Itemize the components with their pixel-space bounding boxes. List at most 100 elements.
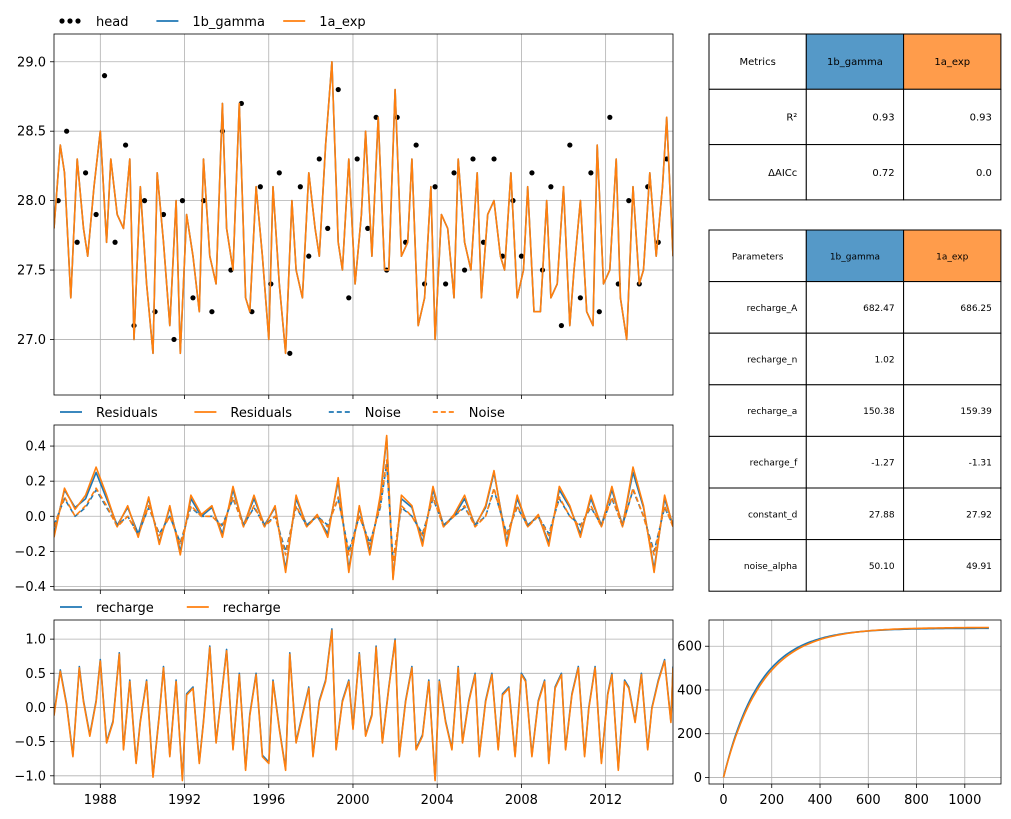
step-response-panel: 0 200 400 600 0 200 400 600 800 1000 (677, 619, 1002, 808)
residuals-xticks (99, 590, 607, 594)
residuals-line (54, 434, 673, 581)
parameters-table: Parameters 1b_gamma 1a_exp recharge_A 682.47… (708, 229, 1002, 592)
y-tick-label: 1.0 (25, 633, 46, 648)
head-point (276, 170, 282, 176)
head-point (257, 184, 263, 190)
table-cell-value: 0.0 (976, 168, 992, 179)
table-cell-value: 0.93 (970, 112, 992, 123)
legend-marker (67, 18, 73, 24)
head-grid (54, 34, 673, 395)
head-point (470, 156, 476, 162)
step-1b-gamma-line (722, 627, 989, 778)
step-response-grid (709, 620, 1001, 784)
legend-marker (75, 18, 81, 24)
table-cell (903, 435, 1002, 489)
y-tick-label: 0.4 (25, 440, 46, 455)
head-axes-frame (53, 33, 674, 396)
y-tick-label: 28.5 (17, 125, 46, 140)
residuals-line (54, 436, 673, 579)
step-1a-exp-line (722, 626, 989, 778)
recharge-panel: −1.0 −0.5 0.0 0.5 1.0 1988 1992 1996 2000 2004 20… (14, 601, 674, 808)
y-tick-label: −0.2 (14, 545, 46, 560)
head-point (432, 184, 438, 190)
head-point (287, 350, 293, 356)
head-point (82, 170, 89, 176)
table-header-label: 1b_gamma (827, 57, 883, 68)
table-cell (805, 281, 905, 334)
table-cell (805, 539, 905, 592)
x-tick-label: 2004 (421, 793, 454, 808)
table-cell-value: R² (786, 112, 797, 123)
x-tick-label: 1000 (948, 793, 981, 808)
y-tick-label: −0.4 (14, 580, 46, 595)
table-cell-value: recharge_a (747, 407, 797, 417)
head-point (122, 142, 129, 148)
head-point (607, 114, 613, 120)
x-tick-label: 600 (856, 793, 881, 808)
table-cell (903, 88, 1002, 146)
head-point (626, 198, 632, 204)
head-point (190, 295, 196, 301)
table-cell-value: recharge_f (750, 459, 798, 469)
head-point (112, 239, 118, 245)
table-cell-value: recharge_n (747, 356, 797, 366)
head-point (316, 156, 322, 162)
head-point (461, 267, 468, 273)
table-header-cell (708, 229, 807, 283)
head-point (529, 170, 535, 176)
legend-label: 1a_exp (319, 15, 365, 30)
head-point (491, 156, 497, 162)
recharge-yticks: −1.0 −0.5 0.0 0.5 1.0 (14, 633, 54, 784)
head-point (346, 295, 352, 301)
head-point (171, 336, 177, 343)
head-point (306, 253, 312, 259)
residuals-axes-frame (53, 424, 674, 591)
table-cell-value: noise_alpha (744, 562, 797, 572)
table-cell-value: 49.91 (966, 562, 992, 572)
head-point (179, 198, 186, 204)
y-tick-label: 0 (694, 771, 702, 786)
table-cell-value: 159.39 (960, 407, 992, 417)
table-cell-value: recharge_A (747, 304, 798, 314)
table-cell-value: 686.25 (960, 304, 992, 314)
table-cell (805, 435, 905, 489)
y-tick-label: −0.5 (14, 735, 46, 750)
recharge-grid (54, 620, 673, 784)
head-xticks (99, 395, 607, 399)
legend-label: 1b_gamma (192, 15, 265, 30)
y-tick-label: 600 (677, 640, 702, 655)
y-tick-label: 200 (677, 727, 702, 742)
step-response-series (722, 626, 989, 778)
table-header-cell (805, 229, 905, 283)
table-cell (903, 487, 1002, 541)
legend-label: Residuals (96, 406, 158, 421)
x-tick-label: 0 (719, 793, 727, 808)
step-response-axes-frame (708, 619, 1002, 785)
y-tick-label: −1.0 (14, 769, 46, 784)
head-point (548, 184, 554, 190)
y-tick-label: 27.0 (17, 333, 46, 348)
x-tick-label: 1992 (168, 793, 201, 808)
recharge-line (54, 629, 673, 782)
head-yticks: 27.0 27.5 28.0 28.5 29.0 (17, 55, 54, 348)
x-tick-label: 2000 (336, 793, 369, 808)
head-point (567, 142, 573, 148)
table-cell-value: -1.27 (871, 459, 894, 469)
y-tick-label: 29.0 (17, 55, 46, 70)
x-tick-label: 2008 (505, 793, 538, 808)
step-response-xticks: 0 200 400 600 800 1000 (719, 784, 981, 808)
legend-label: Noise (469, 406, 505, 421)
x-tick-label: 1988 (84, 793, 117, 808)
table-cell (805, 332, 905, 386)
y-tick-label: 28.0 (17, 194, 46, 209)
1a-exp-line (54, 60, 673, 355)
table-cell-value: 50.10 (869, 562, 895, 572)
residuals-legend: Residuals Residuals Noise Noise (60, 406, 505, 421)
legend-label: recharge (96, 601, 154, 616)
head-panel: 27.0 27.5 28.0 28.5 29.0 head 1b_gamma 1a_exp (17, 15, 674, 399)
head-point (335, 86, 341, 93)
table-cell (903, 144, 1002, 201)
legend-marker (59, 18, 65, 24)
table-cell (708, 384, 807, 437)
head-point (518, 253, 525, 259)
